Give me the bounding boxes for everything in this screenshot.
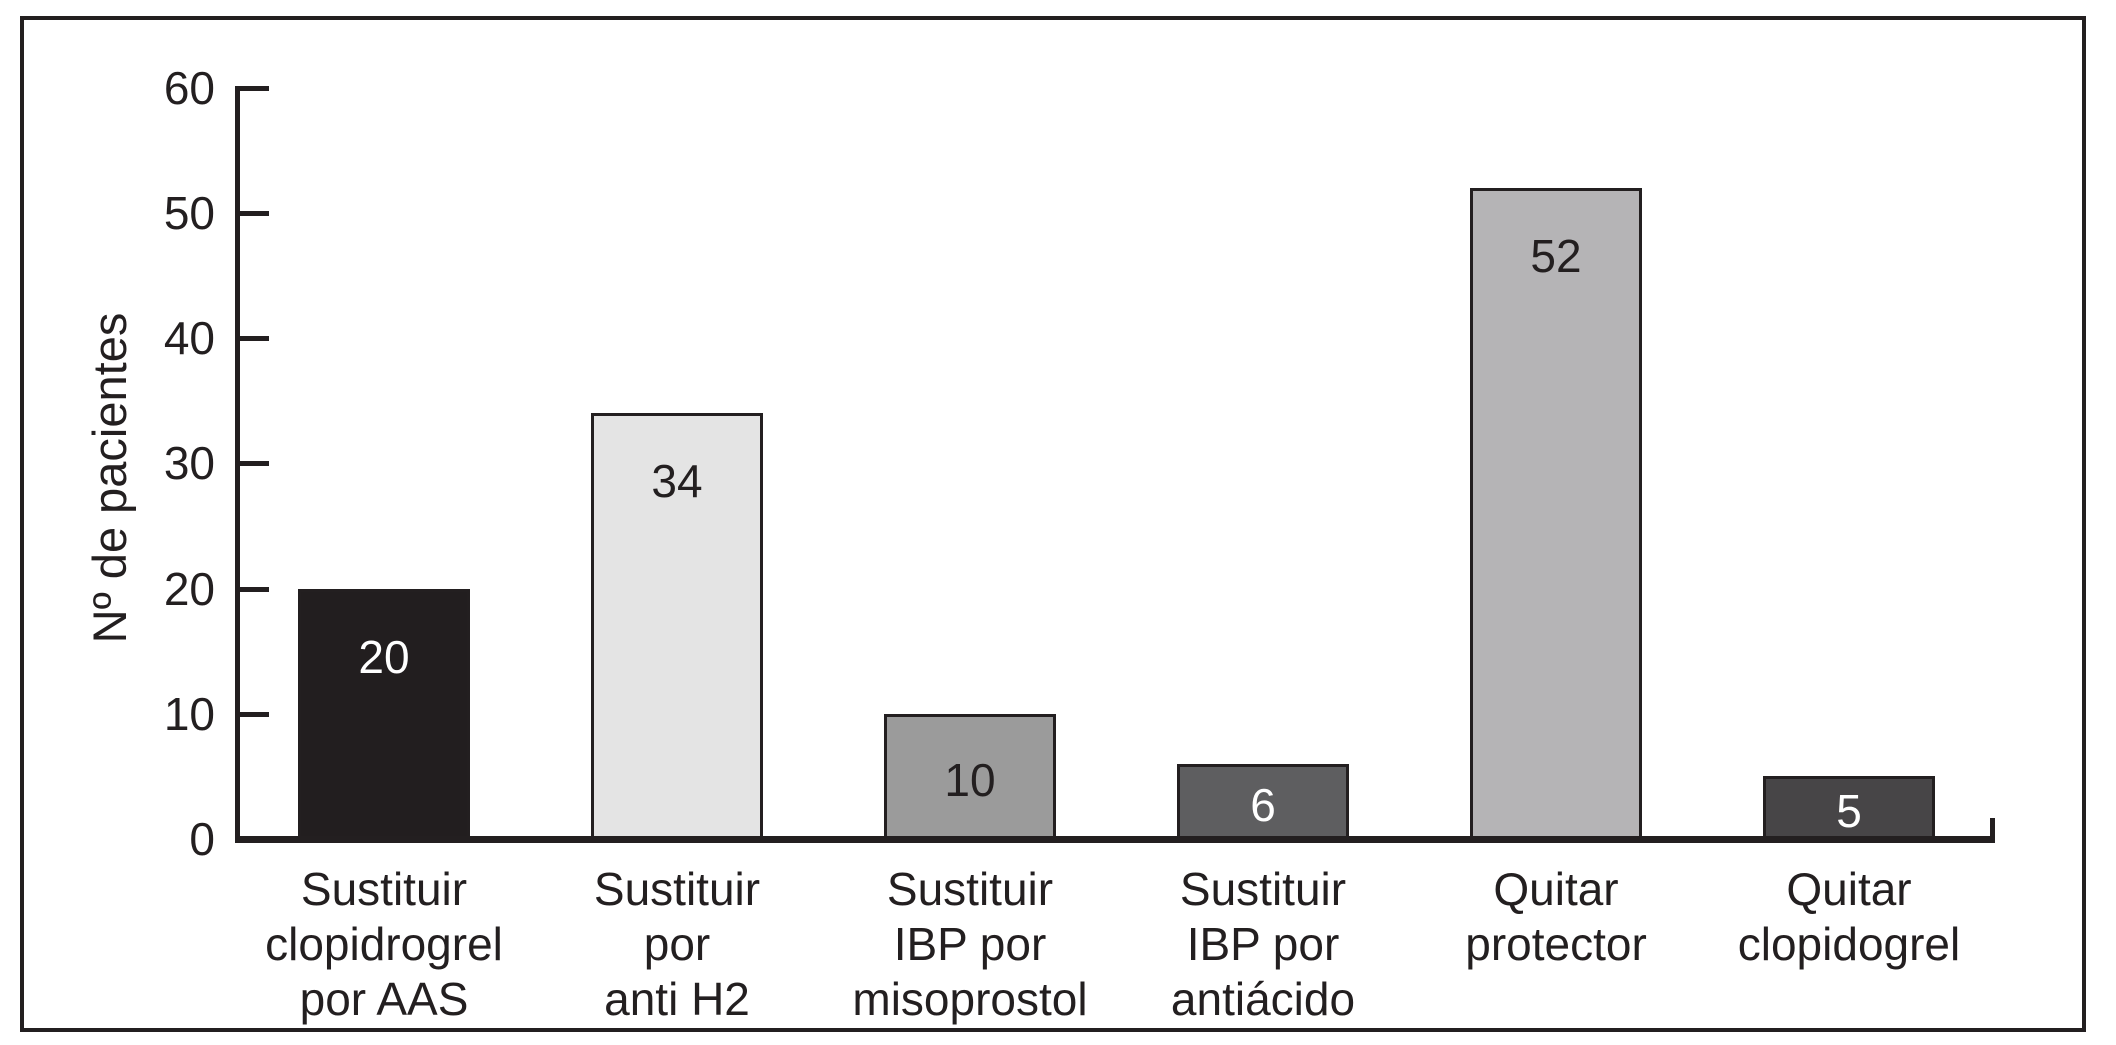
bar: 10 xyxy=(884,714,1056,839)
y-tick-label: 0 xyxy=(189,813,215,865)
category-label-line: antiácido xyxy=(1170,973,1356,1025)
bar-value-label: 5 xyxy=(1836,785,1862,837)
category-label: Sustituir por anti H2 xyxy=(527,862,827,1027)
y-tick-label: 50 xyxy=(163,187,215,239)
category-label-line: IBP por xyxy=(893,918,1047,970)
bar: 6 xyxy=(1177,764,1349,839)
bar: 5 xyxy=(1763,776,1935,839)
category-label-line: Sustituir xyxy=(593,863,761,915)
y-tick-mark xyxy=(237,711,269,717)
category-label-line: Sustituir xyxy=(1179,863,1347,915)
y-tick-mark xyxy=(237,211,269,216)
y-tick-mark xyxy=(237,586,269,592)
x-axis-end-tick xyxy=(1990,818,1995,836)
bar-value-label: 20 xyxy=(358,631,410,683)
category-label-line: Quitar xyxy=(1786,863,1912,915)
category-label-line: misoprostol xyxy=(852,973,1088,1025)
bar: 20 xyxy=(298,589,470,839)
x-axis-line xyxy=(235,836,1995,843)
category-label: Sustituir IBP por misoprostol xyxy=(820,862,1120,1027)
y-tick-label: 10 xyxy=(163,687,215,740)
y-tick-mark xyxy=(237,85,269,91)
category-label: Sustituir IBP por antiácido xyxy=(1113,862,1413,1027)
category-label: Sustituir clopidrogrel por AAS xyxy=(234,862,534,1027)
y-tick-mark xyxy=(237,461,269,467)
chart-frame xyxy=(20,16,2086,1032)
category-label-line: Sustituir xyxy=(300,863,468,915)
category-label-line: por xyxy=(643,918,711,970)
category-label-line: IBP por xyxy=(1186,918,1340,970)
bar-value-label: 52 xyxy=(1530,230,1582,282)
y-tick-label: 60 xyxy=(163,61,215,114)
category-label-line: clopidogrel xyxy=(1737,918,1961,970)
category-label-line: por AAS xyxy=(299,973,469,1025)
bar-value-label: 10 xyxy=(944,754,996,806)
category-label-line: protector xyxy=(1465,918,1647,970)
category-label-line: Sustituir xyxy=(886,863,1054,915)
category-label-line: clopidrogrel xyxy=(265,918,503,970)
category-label: Quitar protector xyxy=(1406,862,1706,972)
y-tick-label: 20 xyxy=(163,562,215,615)
bar-value-label: 34 xyxy=(651,455,703,507)
y-tick-label: 30 xyxy=(163,437,215,490)
category-label: Quitar clopidogrel xyxy=(1699,862,1999,972)
y-tick-mark xyxy=(237,336,269,342)
bar: 34 xyxy=(591,413,763,839)
bar-value-label: 6 xyxy=(1250,779,1276,831)
category-label-line: Quitar xyxy=(1493,863,1619,915)
category-label-line: anti H2 xyxy=(604,973,750,1025)
bar: 52 xyxy=(1470,188,1642,839)
y-tick-label: 40 xyxy=(163,312,215,365)
